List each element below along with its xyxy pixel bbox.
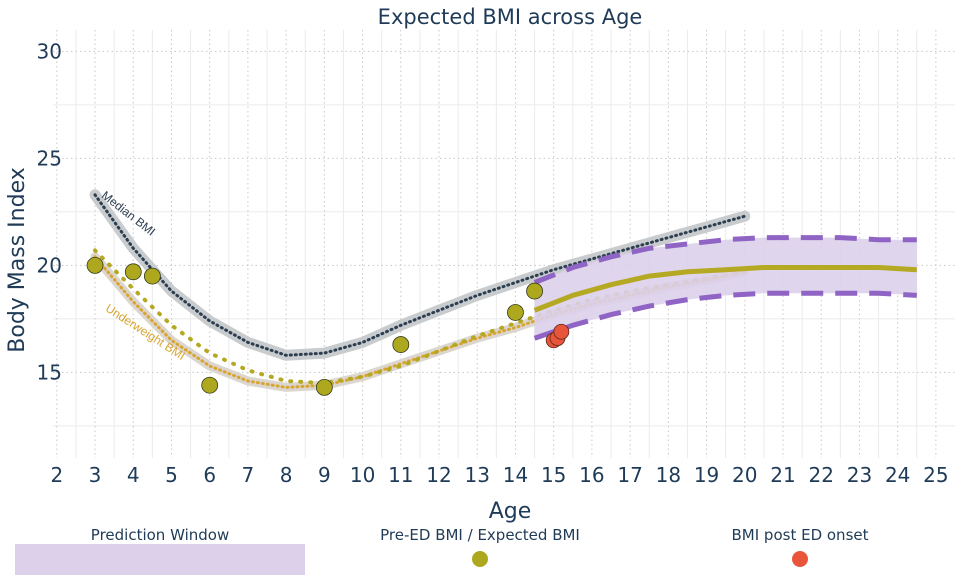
x-tick-label: 16 <box>579 463 604 487</box>
x-tick-label: 21 <box>770 463 795 487</box>
legend-post-ed-dot <box>792 551 808 567</box>
legend-post-ed: BMI post ED onset <box>700 526 900 544</box>
pre-ed-point <box>507 304 524 321</box>
legend-post-ed-label: BMI post ED onset <box>731 526 869 544</box>
x-tick-label: 19 <box>694 463 719 487</box>
y-tick-label: 25 <box>37 146 62 170</box>
x-tick-label: 18 <box>656 463 681 487</box>
underweight-line <box>93 255 747 389</box>
x-tick-label: 14 <box>503 463 528 487</box>
x-tick-label: 25 <box>923 463 948 487</box>
pre-ed-point <box>86 256 104 274</box>
x-tick-label: 8 <box>280 463 293 487</box>
x-tick-label: 12 <box>426 463 451 487</box>
pre-ed-point <box>124 263 142 281</box>
prediction-window <box>533 235 917 341</box>
x-tick-label: 2 <box>50 463 63 487</box>
x-axis-label: Age <box>489 499 532 524</box>
x-tick-label: 13 <box>465 463 490 487</box>
y-axis-label: Body Mass Index <box>5 167 30 352</box>
x-tick-label: 17 <box>617 463 642 487</box>
y-tick-label: 30 <box>37 39 62 63</box>
x-tick-label: 4 <box>127 463 140 487</box>
x-tick-label: 23 <box>847 463 872 487</box>
pre-ed-point <box>143 267 161 285</box>
x-tick-label: 11 <box>388 463 413 487</box>
y-tick-label: 15 <box>37 360 62 384</box>
x-tick-label: 5 <box>165 463 178 487</box>
pre-ed-point <box>201 376 219 394</box>
x-tick-label: 24 <box>885 463 910 487</box>
legend-prediction-window: Prediction Window <box>40 526 280 544</box>
prediction-lower-bound <box>533 290 917 341</box>
pre-ed-point <box>392 336 410 353</box>
x-tick-label: 22 <box>809 463 834 487</box>
axis-ticks: 2 3 4 5 6 7 8 9 10 11 12 13 14 15 16 17 18 19 20 21 22 23 24 25… <box>37 39 949 487</box>
legend-pre-ed: Pre-ED BMI / Expected BMI <box>360 526 600 544</box>
post-ed-point <box>553 323 570 340</box>
chart-title: Expected BMI across Age <box>378 5 643 29</box>
legend-pre-ed-label: Pre-ED BMI / Expected BMI <box>380 526 580 544</box>
x-tick-label: 9 <box>318 463 331 487</box>
y-tick-label: 20 <box>37 253 62 277</box>
legend-prediction-window-swatch <box>15 544 305 575</box>
legend-prediction-window-label: Prediction Window <box>90 526 230 544</box>
pre-ed-point <box>315 378 333 396</box>
x-tick-label: 7 <box>242 463 255 487</box>
x-tick-label: 15 <box>541 463 566 487</box>
prediction-window-area <box>534 237 917 339</box>
x-tick-label: 10 <box>350 463 375 487</box>
median-line <box>93 193 747 357</box>
prediction-upper-bound <box>533 235 917 285</box>
predicted-bmi-line <box>533 265 917 313</box>
pre-ed-point <box>526 282 543 300</box>
x-tick-label: 6 <box>203 463 216 487</box>
x-tick-label: 20 <box>732 463 757 487</box>
data-points <box>86 256 570 396</box>
x-tick-label: 3 <box>89 463 102 487</box>
legend-pre-ed-dot <box>472 551 488 567</box>
